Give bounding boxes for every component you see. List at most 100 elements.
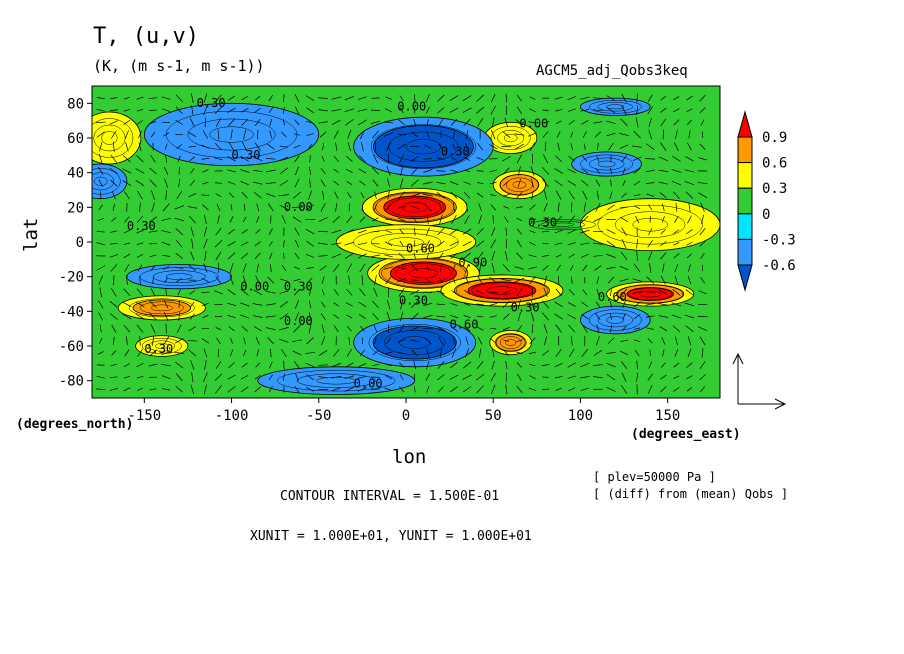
wind-arrow: [580, 387, 589, 392]
wind-arrow: [294, 252, 300, 260]
wind-arrow: [385, 96, 392, 100]
wind-arrow: [123, 387, 131, 392]
wind-arrow: [411, 300, 419, 309]
wind-arrow: [111, 217, 117, 222]
wind-arrow: [357, 387, 368, 392]
wind-arrow: [294, 312, 300, 322]
wind-arrow: [331, 229, 342, 234]
wind-arrow: [268, 95, 273, 102]
contour-line: [139, 301, 184, 315]
wind-arrow: [647, 106, 653, 115]
wind-arrow: [305, 352, 316, 354]
wind-arrow: [252, 303, 263, 306]
wind-arrow: [476, 170, 484, 172]
wind-arrow: [357, 108, 368, 112]
anomaly-contour: [135, 335, 189, 357]
wind-arrow: [294, 178, 300, 188]
wind-arrow: [163, 132, 170, 137]
wind-arrow: [633, 167, 641, 174]
wind-arrow: [361, 203, 364, 211]
wind-arrow: [371, 230, 380, 233]
wind-arrow: [345, 169, 353, 173]
wind-arrow: [516, 94, 522, 102]
wind-arrow: [214, 157, 223, 161]
wind-arrow: [397, 206, 406, 209]
wind-arrow: [136, 387, 143, 391]
wind-arrow: [333, 155, 339, 162]
wind-arrow: [227, 169, 236, 173]
wind-arrow: [151, 335, 155, 346]
wind-arrow: [684, 302, 695, 307]
contour-line: [296, 373, 376, 388]
wind-arrow: [252, 169, 263, 173]
wind-arrow: [174, 217, 185, 222]
wind-arrow: [217, 215, 220, 224]
wind-arrow: [514, 277, 525, 283]
wind-arrow: [608, 143, 614, 151]
wind-arrow: [122, 155, 131, 163]
wind-arrow: [687, 142, 692, 151]
wind-arrow: [437, 374, 445, 381]
wind-arrow: [516, 228, 522, 235]
wind-arrow: [516, 362, 523, 368]
wind-arrow: [255, 275, 261, 285]
wind-arrow: [542, 254, 550, 257]
wind-arrow: [620, 339, 628, 343]
wind-arrow: [254, 107, 261, 113]
wind-arrow: [502, 167, 510, 175]
anomaly-contour: [580, 97, 651, 116]
wind-arrow: [490, 194, 497, 197]
wind-arrow: [165, 190, 167, 201]
wind-arrow: [227, 289, 236, 296]
wind-arrow: [685, 156, 694, 162]
wind-arrow: [346, 263, 352, 273]
wind-arrow: [110, 130, 117, 139]
wind-arrow: [621, 105, 627, 115]
wind-arrow: [686, 119, 692, 126]
colorbar-top-arrow: [737, 110, 753, 138]
wind-arrow: [109, 109, 118, 112]
wind-arrow: [139, 275, 141, 285]
wind-arrow: [175, 239, 183, 248]
wind-arrow: [346, 181, 353, 185]
contour-line: [499, 336, 522, 349]
wind-arrow: [554, 168, 563, 174]
wind-arrow: [621, 372, 627, 382]
wind-arrow: [124, 349, 130, 357]
wind-arrow: [635, 117, 639, 128]
wind-arrow: [436, 326, 446, 332]
wind-arrow: [622, 300, 626, 309]
wind-arrow: [530, 299, 535, 310]
wind-arrow: [214, 290, 223, 295]
wind-arrow: [491, 360, 495, 370]
wind-arrow: [646, 193, 654, 197]
wind-arrow: [462, 107, 472, 113]
wind-arrow: [240, 288, 249, 296]
wind-arrow: [123, 324, 131, 333]
wind-arrow: [109, 313, 118, 320]
wind-arrow: [253, 325, 262, 332]
wind-arrow: [149, 349, 157, 357]
colorbar-band: [737, 213, 753, 240]
wind-arrow: [98, 275, 104, 285]
wind-arrow: [320, 301, 326, 308]
wind-arrow: [684, 314, 695, 319]
wind-arrow: [333, 302, 340, 307]
wind-arrow: [215, 361, 222, 369]
wind-arrow: [645, 291, 656, 294]
wind-arrow: [174, 338, 184, 344]
wind-arrow: [436, 192, 446, 199]
contour-line: [606, 104, 625, 110]
wind-arrow: [189, 118, 195, 127]
contour-line: [370, 124, 477, 170]
wind-arrow: [294, 227, 300, 236]
wind-arrow: [227, 386, 236, 393]
wind-arrow: [333, 180, 340, 186]
wind-arrow: [516, 191, 523, 199]
wind-arrow: [124, 264, 130, 272]
wind-arrow: [413, 386, 416, 393]
wind-vectors: [95, 93, 708, 395]
wind-arrow: [449, 181, 459, 185]
wind-arrow: [384, 108, 393, 113]
contour-line: [150, 304, 173, 312]
